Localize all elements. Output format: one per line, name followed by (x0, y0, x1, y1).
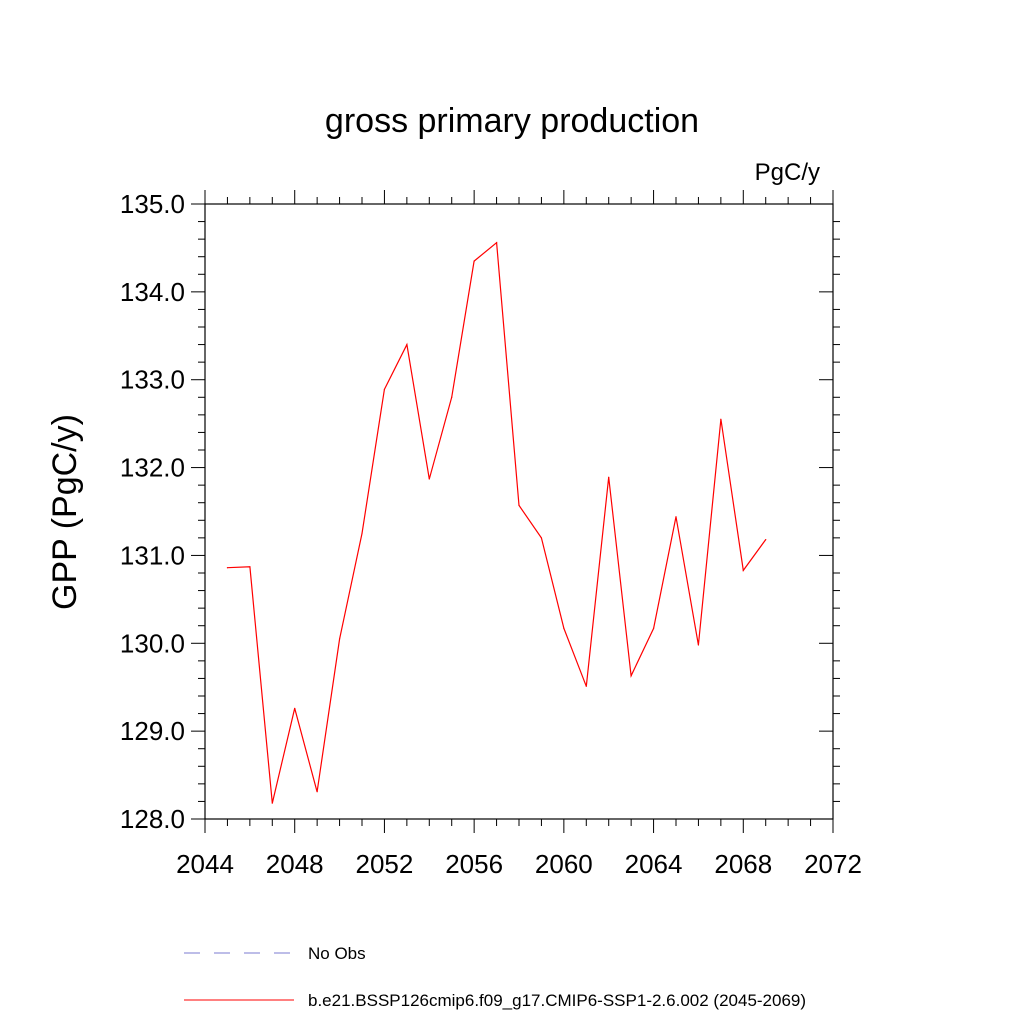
series-point (338, 638, 341, 640)
x-tick-label: 2064 (625, 849, 683, 879)
y-axis: 128.0 129.0 130.0 131.0 132.0 133.0 134.0 135.0 (120, 189, 840, 834)
series-layer (226, 241, 767, 804)
series-point (249, 566, 251, 568)
series-point (406, 343, 408, 346)
y-tick-label: 129.0 (120, 716, 185, 746)
y-tick-label: 132.0 (120, 453, 185, 483)
series-point (361, 532, 363, 535)
series-point (720, 418, 722, 420)
legend: No Obs b.e21.BSSP126cmip6.f09_g17.CMIP6-… (184, 944, 806, 1010)
y-tick-label: 135.0 (120, 189, 185, 219)
x-tick-label: 2072 (804, 849, 862, 879)
series-point (765, 539, 767, 541)
series-point (271, 802, 273, 804)
chart-title: gross primary production (325, 102, 699, 140)
x-tick-label: 2056 (445, 849, 503, 879)
y-axis-label: GPP (PgC/y) (46, 414, 84, 610)
series-point (697, 644, 700, 646)
x-tick-label: 2044 (176, 849, 234, 879)
series-point (226, 567, 229, 569)
series-point (495, 242, 498, 244)
x-tick-label: 2060 (535, 849, 593, 879)
units-label: PgC/y (755, 159, 820, 186)
y-tick-label: 128.0 (120, 804, 185, 834)
series-point (294, 707, 296, 709)
x-axis: 2044 2048 2052 2056 2060 2064 2068 2072 (176, 190, 862, 879)
series-line (227, 241, 767, 804)
series-point (652, 627, 655, 629)
y-tick-label: 134.0 (120, 277, 185, 307)
y-tick-label: 133.0 (120, 365, 185, 395)
series-point (540, 537, 543, 539)
legend-label-no-obs: No Obs (308, 944, 366, 963)
x-tick-label: 2048 (266, 849, 324, 879)
series-point (428, 478, 430, 480)
legend-label-series: b.e21.BSSP126cmip6.f09_g17.CMIP6-SSP1-2.… (308, 991, 806, 1010)
x-tick-label: 2052 (356, 849, 414, 879)
x-tick-label: 2068 (714, 849, 772, 879)
series-point (473, 260, 475, 262)
series-point (742, 569, 744, 571)
series-point (608, 476, 610, 478)
series-point (383, 388, 386, 390)
y-tick-label: 130.0 (120, 628, 185, 658)
series-point (585, 685, 587, 687)
y-tick-label: 131.0 (120, 540, 185, 570)
series-point (316, 791, 318, 793)
series-point (630, 675, 632, 677)
series-point (518, 504, 520, 506)
series-point (675, 516, 677, 518)
series-point (563, 627, 565, 629)
series-point (451, 396, 453, 398)
